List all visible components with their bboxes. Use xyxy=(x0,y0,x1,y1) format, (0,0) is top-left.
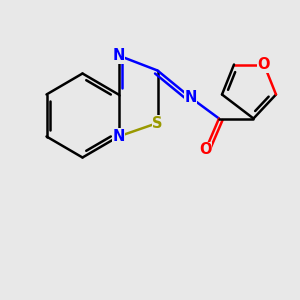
Text: O: O xyxy=(199,142,212,158)
Text: S: S xyxy=(152,116,163,130)
Text: N: N xyxy=(184,90,197,105)
Text: N: N xyxy=(112,48,125,63)
Text: O: O xyxy=(258,57,270,72)
Text: N: N xyxy=(112,129,125,144)
